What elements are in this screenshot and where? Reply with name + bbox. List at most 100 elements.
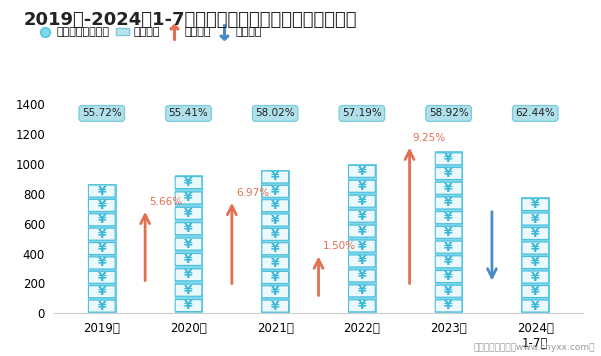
Text: ¥: ¥ <box>184 176 193 189</box>
Text: ¥: ¥ <box>271 214 279 226</box>
Text: ¥: ¥ <box>358 255 366 267</box>
Bar <box>261 170 289 313</box>
FancyBboxPatch shape <box>349 225 375 237</box>
Text: ¥: ¥ <box>184 192 193 204</box>
FancyBboxPatch shape <box>349 300 375 312</box>
FancyBboxPatch shape <box>522 199 549 210</box>
FancyBboxPatch shape <box>522 300 549 312</box>
FancyBboxPatch shape <box>175 238 202 250</box>
Text: ¥: ¥ <box>444 285 453 298</box>
FancyBboxPatch shape <box>88 242 115 255</box>
FancyBboxPatch shape <box>435 197 462 209</box>
FancyBboxPatch shape <box>349 195 375 207</box>
FancyBboxPatch shape <box>88 185 115 197</box>
FancyBboxPatch shape <box>88 214 115 226</box>
Text: ¥: ¥ <box>271 185 279 198</box>
Text: ¥: ¥ <box>184 237 193 251</box>
FancyBboxPatch shape <box>175 177 202 189</box>
Text: ¥: ¥ <box>184 253 193 266</box>
Text: ¥: ¥ <box>358 299 366 312</box>
FancyBboxPatch shape <box>349 285 375 297</box>
Text: 57.19%: 57.19% <box>342 109 382 119</box>
Text: ¥: ¥ <box>97 199 106 212</box>
FancyBboxPatch shape <box>522 286 549 298</box>
FancyBboxPatch shape <box>349 180 375 192</box>
Text: ¥: ¥ <box>97 184 106 198</box>
Text: ¥: ¥ <box>444 226 453 239</box>
Text: ¥: ¥ <box>184 299 193 312</box>
Text: 9.25%: 9.25% <box>412 133 445 143</box>
Text: ¥: ¥ <box>271 228 279 241</box>
FancyBboxPatch shape <box>262 185 288 197</box>
Text: ¥: ¥ <box>97 242 106 255</box>
FancyBboxPatch shape <box>175 284 202 296</box>
Text: ¥: ¥ <box>531 213 540 225</box>
FancyBboxPatch shape <box>262 286 288 298</box>
FancyBboxPatch shape <box>522 242 549 254</box>
Bar <box>348 164 376 313</box>
FancyBboxPatch shape <box>349 270 375 282</box>
FancyBboxPatch shape <box>522 213 549 225</box>
FancyBboxPatch shape <box>175 300 202 312</box>
Text: ¥: ¥ <box>271 242 279 255</box>
FancyBboxPatch shape <box>262 243 288 255</box>
FancyBboxPatch shape <box>435 212 462 224</box>
Text: ¥: ¥ <box>358 210 366 222</box>
Text: 55.41%: 55.41% <box>169 109 209 119</box>
Text: 2019年-2024年1-7月山西省累计原保险保费收入统计图: 2019年-2024年1-7月山西省累计原保险保费收入统计图 <box>24 11 358 29</box>
Text: ¥: ¥ <box>358 180 366 193</box>
Text: ¥: ¥ <box>271 300 279 313</box>
FancyBboxPatch shape <box>435 300 462 312</box>
Text: ¥: ¥ <box>531 227 540 240</box>
Text: 62.44%: 62.44% <box>516 109 555 119</box>
Text: ¥: ¥ <box>531 299 540 313</box>
FancyBboxPatch shape <box>435 182 462 194</box>
FancyBboxPatch shape <box>262 200 288 212</box>
Text: ¥: ¥ <box>444 270 453 283</box>
FancyBboxPatch shape <box>435 226 462 238</box>
FancyBboxPatch shape <box>262 300 288 312</box>
FancyBboxPatch shape <box>435 256 462 268</box>
Text: ¥: ¥ <box>271 271 279 284</box>
Text: ¥: ¥ <box>271 171 279 183</box>
FancyBboxPatch shape <box>435 153 462 165</box>
FancyBboxPatch shape <box>349 240 375 252</box>
Text: ¥: ¥ <box>444 197 453 209</box>
Text: ¥: ¥ <box>531 256 540 269</box>
Bar <box>175 175 203 313</box>
Text: ¥: ¥ <box>531 285 540 298</box>
Text: ¥: ¥ <box>97 256 106 269</box>
Text: ¥: ¥ <box>358 225 366 237</box>
FancyBboxPatch shape <box>349 165 375 177</box>
Text: ¥: ¥ <box>184 268 193 281</box>
FancyBboxPatch shape <box>175 192 202 204</box>
Text: 1.50%: 1.50% <box>323 241 356 251</box>
FancyBboxPatch shape <box>522 257 549 268</box>
FancyBboxPatch shape <box>435 241 462 253</box>
Text: ¥: ¥ <box>358 284 366 297</box>
Text: 55.72%: 55.72% <box>82 109 121 119</box>
FancyBboxPatch shape <box>88 228 115 240</box>
Text: ¥: ¥ <box>444 299 453 313</box>
FancyBboxPatch shape <box>522 227 549 240</box>
FancyBboxPatch shape <box>88 286 115 298</box>
FancyBboxPatch shape <box>88 257 115 269</box>
Text: ¥: ¥ <box>358 165 366 178</box>
Text: ¥: ¥ <box>358 195 366 208</box>
Text: ¥: ¥ <box>97 213 106 226</box>
FancyBboxPatch shape <box>349 255 375 267</box>
Text: ¥: ¥ <box>97 271 106 284</box>
FancyBboxPatch shape <box>175 207 202 219</box>
Text: ¥: ¥ <box>444 241 453 253</box>
Bar <box>88 184 115 313</box>
Text: ¥: ¥ <box>444 152 453 165</box>
FancyBboxPatch shape <box>435 168 462 179</box>
FancyBboxPatch shape <box>435 285 462 297</box>
Text: 制图：智研咨询（www.chyxx.com）: 制图：智研咨询（www.chyxx.com） <box>474 344 595 352</box>
Text: ¥: ¥ <box>444 255 453 268</box>
Text: ¥: ¥ <box>271 257 279 269</box>
FancyBboxPatch shape <box>262 229 288 240</box>
FancyBboxPatch shape <box>88 199 115 211</box>
Text: ¥: ¥ <box>444 211 453 224</box>
Text: ¥: ¥ <box>184 207 193 220</box>
